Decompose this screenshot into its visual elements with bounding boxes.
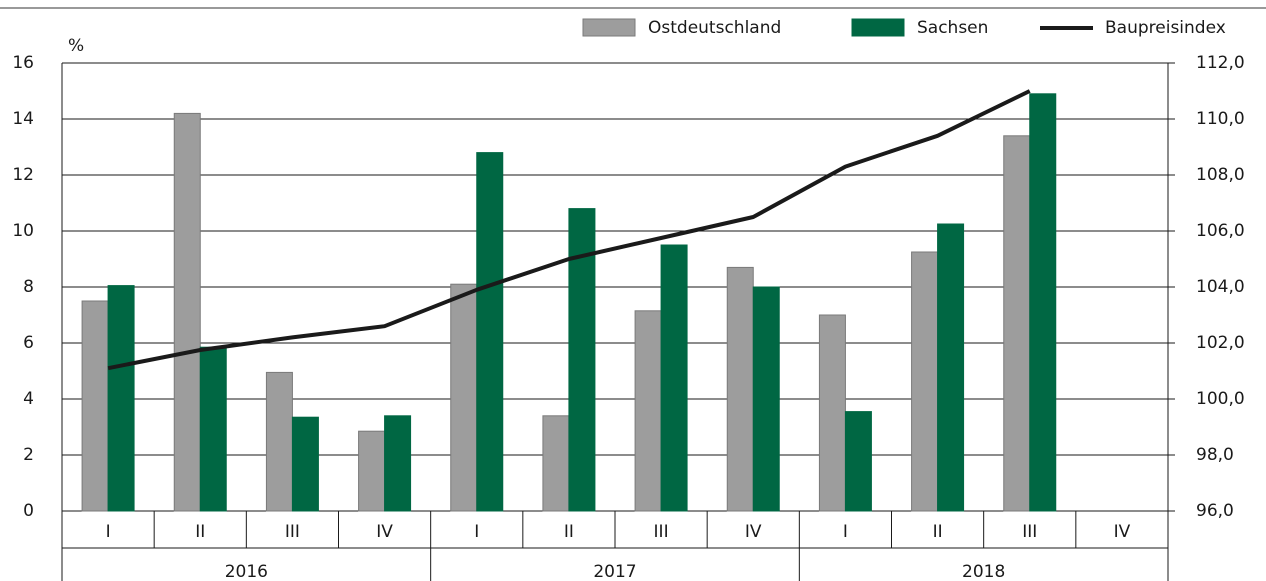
bar [568,208,596,512]
x-tick-label: III [285,522,300,542]
year-label: 2017 [593,562,636,581]
bar [173,112,201,512]
bar [752,286,780,512]
x-tick-label: III [654,522,669,542]
y2-tick-label: 96,0 [1196,501,1234,521]
bar [450,283,478,512]
y2-tick-label: 110,0 [1196,109,1245,129]
y-tick-label: 10 [12,221,34,241]
x-tick-label: III [1022,522,1037,542]
year-label: 2018 [962,562,1005,581]
bar [1029,93,1057,512]
y-tick-label: 2 [23,445,34,465]
y2-tick-label: 100,0 [1196,389,1245,409]
x-tick-label: I [474,522,479,542]
bar [1003,135,1031,512]
y-tick-label: 16 [12,53,34,73]
bar [107,285,135,512]
bar [291,416,319,512]
y2-tick-label: 98,0 [1196,445,1234,465]
legend-swatch [851,18,905,37]
legend-swatch [582,18,636,37]
y-tick-label: 12 [12,165,34,185]
x-tick-label: II [933,522,943,542]
x-tick-label: IV [376,522,393,542]
year-label: 2016 [225,562,268,581]
bar [199,346,227,512]
bar [81,300,109,512]
bar [937,223,965,512]
y-tick-label: 8 [23,277,34,297]
y2-tick-label: 112,0 [1196,53,1245,73]
bar [265,371,293,512]
x-tick-label: II [195,522,205,542]
x-tick-label: IV [745,522,762,542]
bar [634,310,662,512]
y2-tick-label: 106,0 [1196,221,1245,241]
bar [358,430,386,512]
y-tick-label: 6 [23,333,34,353]
y-axis-label: % [68,36,84,56]
y2-tick-label: 108,0 [1196,165,1245,185]
legend-label: Sachsen [917,18,988,38]
bar [818,314,846,512]
bar [726,266,754,512]
legend-label: Baupreisindex [1105,18,1226,38]
bar [542,415,570,512]
x-tick-label: I [843,522,848,542]
y2-tick-label: 104,0 [1196,277,1245,297]
x-tick-label: I [106,522,111,542]
x-tick-label: II [564,522,574,542]
bar [476,152,504,512]
bar [844,411,872,512]
line-series [107,89,1031,371]
bar [384,415,412,512]
x-tick-label: IV [1114,522,1131,542]
bar [660,244,688,512]
y-tick-label: 0 [23,501,34,521]
legend-label: Ostdeutschland [648,18,781,38]
bar [911,251,939,512]
y-tick-label: 4 [23,389,34,409]
y2-tick-label: 102,0 [1196,333,1245,353]
y-tick-label: 14 [12,109,34,129]
